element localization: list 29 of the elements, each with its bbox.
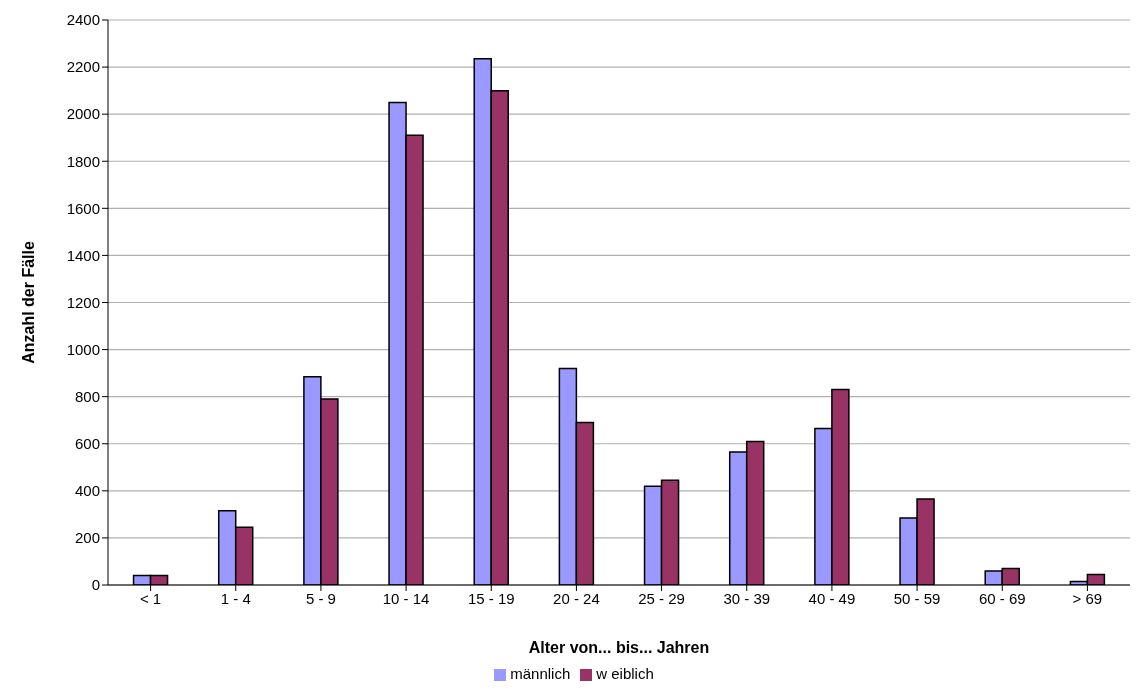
y-tick-label: 0 [91, 576, 100, 594]
legend-label: männlich [510, 665, 571, 682]
x-tick-label: 5 - 9 [305, 589, 336, 607]
y-axis-title: Anzahl der Fälle [19, 241, 37, 364]
y-tick-label: 2200 [66, 58, 100, 76]
y-tick-label: 800 [74, 387, 100, 405]
y-tick-label: 1000 [66, 340, 100, 358]
x-tick-label: 50 - 59 [893, 589, 941, 607]
x-tick-label: 15 - 19 [467, 589, 515, 607]
y-tick-label: 1600 [66, 199, 100, 217]
y-tick-label: 1200 [66, 293, 100, 311]
y-tick-label: 1400 [66, 246, 100, 264]
y-tick-label: 2000 [66, 105, 100, 123]
x-tick-label: 25 - 29 [638, 589, 685, 607]
x-tick-label: 1 - 4 [220, 589, 251, 607]
y-tick-label: 1800 [66, 152, 100, 170]
x-tick-label: 20 - 24 [553, 589, 600, 607]
x-tick-label: 10 - 14 [382, 589, 430, 607]
x-tick-label: < 1 [139, 589, 162, 607]
x-tick-label: > 69 [1072, 589, 1103, 607]
x-tick-label: 60 - 69 [978, 589, 1026, 607]
y-tick-label: 200 [74, 529, 100, 547]
x-tick-label: 40 - 49 [808, 589, 856, 607]
x-axis-title: Alter von... bis... Jahren [528, 639, 710, 656]
y-tick-label: 2400 [66, 11, 100, 29]
y-tick-label: 400 [74, 482, 100, 500]
legend-label: w eiblich [596, 665, 654, 682]
x-tick-label: 30 - 39 [723, 589, 771, 607]
y-tick-label: 600 [74, 435, 100, 453]
